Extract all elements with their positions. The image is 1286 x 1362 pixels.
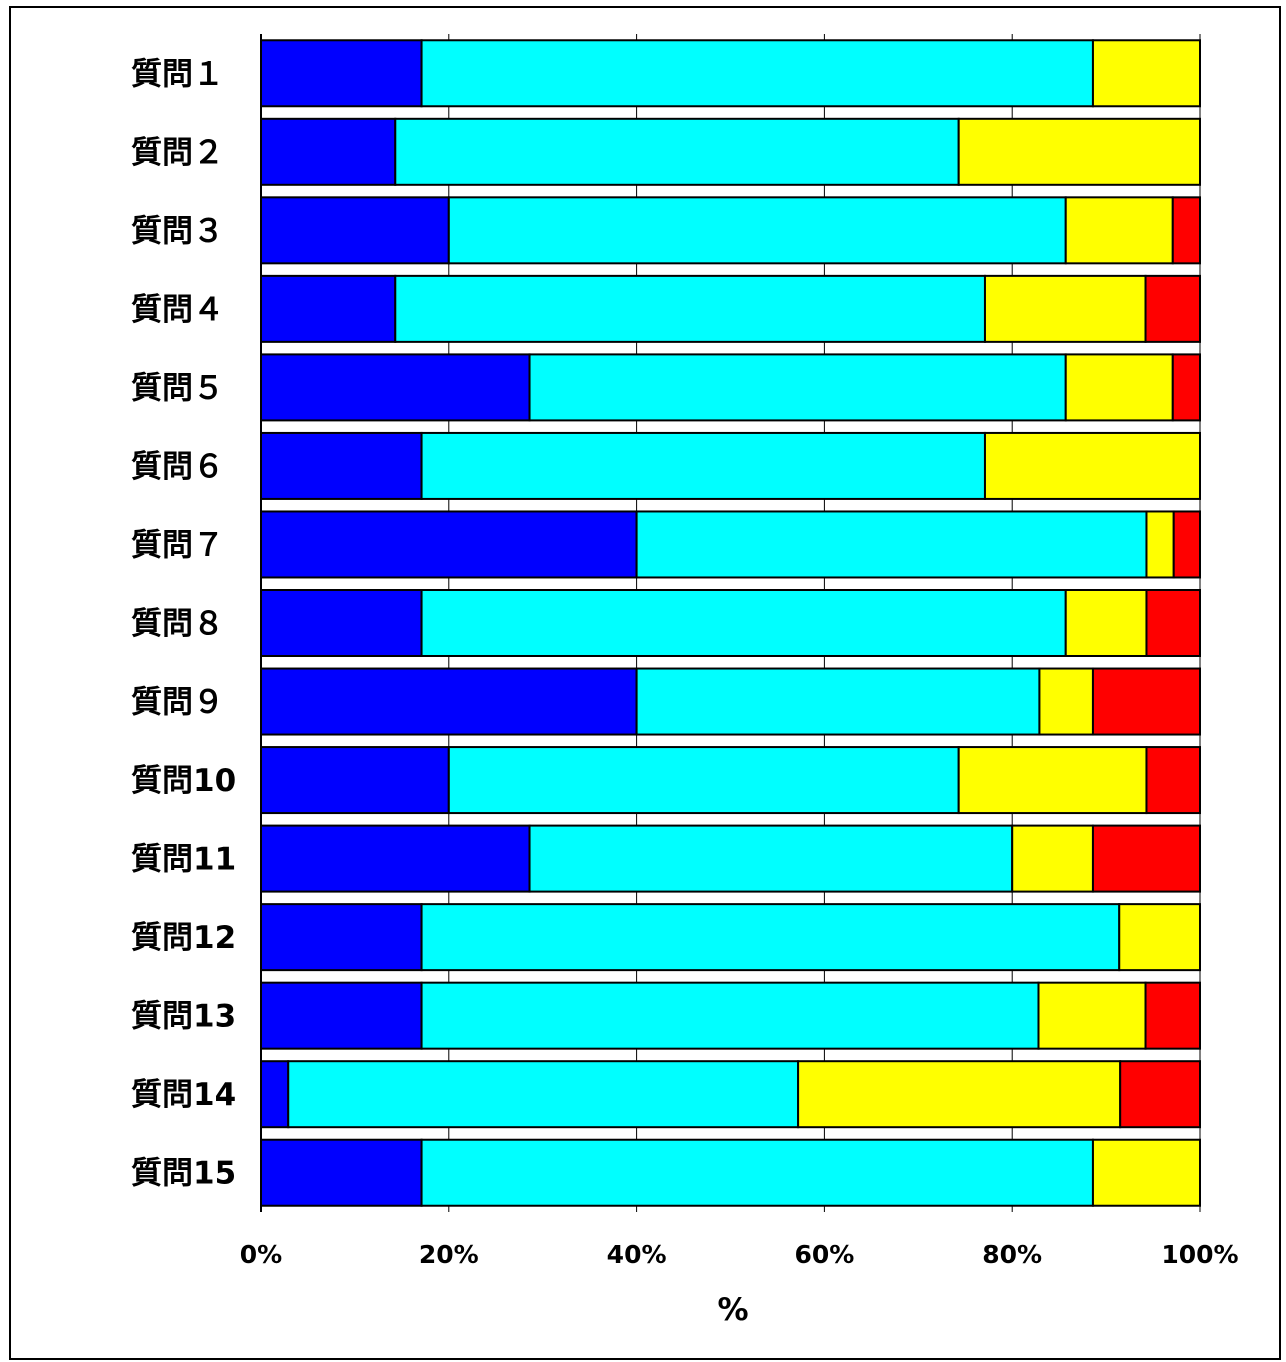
x-tick-label: 100%	[1161, 1240, 1238, 1269]
category-label: 質問６	[131, 449, 224, 485]
bar-segment-q5-s3	[1064, 353, 1174, 422]
bar-segment-q11-s2	[528, 824, 1014, 893]
category-label: 質問４	[131, 292, 224, 328]
bar-segment-q3-s4	[1171, 196, 1202, 265]
bar-segment-q15-s1	[260, 1138, 423, 1207]
bar-segment-q11-s4	[1091, 824, 1201, 893]
bar-segment-q12-s1	[260, 903, 423, 972]
category-label: 質問７	[131, 527, 224, 563]
bar-segment-q15-s3	[1091, 1138, 1201, 1207]
category-label: 質問12	[131, 920, 236, 956]
category-label: 質問３	[131, 213, 224, 249]
bar-segment-q14-s4	[1119, 1060, 1202, 1129]
category-label: 質問２	[131, 135, 224, 171]
bar-segment-q8-s2	[420, 589, 1067, 657]
bar-segment-q4-s1	[260, 274, 397, 343]
bar-segment-q2-s3	[957, 117, 1201, 186]
bar-segment-q10-s2	[447, 746, 960, 815]
bar-segment-q10-s4	[1145, 746, 1202, 815]
bar-segment-q11-s3	[1011, 824, 1094, 893]
bar-segment-q9-s2	[635, 667, 1041, 736]
x-tick-label: 60%	[794, 1240, 854, 1269]
x-tick-label: 20%	[419, 1240, 479, 1269]
bar-segment-q9-s1	[260, 667, 638, 736]
bar-segment-q13-s4	[1144, 981, 1201, 1050]
bar-segment-q7-s1	[260, 510, 638, 579]
bar-segment-q5-s2	[528, 353, 1067, 422]
x-axis-title: %	[717, 1292, 748, 1328]
bar-segment-q12-s3	[1118, 903, 1201, 972]
bar-segment-q1-s1	[260, 39, 423, 108]
bar-segment-q6-s3	[983, 431, 1201, 500]
bar-segment-q3-s1	[260, 196, 450, 265]
bar-segment-q10-s3	[957, 746, 1148, 815]
bar-segment-q13-s1	[260, 981, 423, 1050]
bar-segment-q10-s1	[260, 746, 450, 815]
bar-segment-q15-s2	[420, 1138, 1094, 1207]
bar-segment-q4-s3	[983, 274, 1147, 343]
bar-segment-q11-s1	[260, 824, 531, 893]
x-tick-labels: 0% 20% 40% 60% 80% 100%	[240, 1240, 1239, 1269]
category-label: 質問９	[131, 685, 224, 721]
bar-segment-q7-s4	[1172, 510, 1202, 579]
bar-segment-q1-s2	[420, 39, 1094, 108]
bar-segment-q9-s3	[1038, 667, 1094, 736]
category-label: 質問15	[131, 1156, 236, 1192]
bar-segment-q7-s2	[635, 510, 1148, 579]
category-labels: 質問１ 質問２ 質問３ 質問４ 質問５ 質問６ 質問７ 質問８ 質問９ 質問10 質問11 質問12 質…	[131, 56, 236, 1191]
bar-segment-q13-s2	[420, 981, 1040, 1050]
bar-segment-q7-s3	[1145, 510, 1175, 579]
category-label: 質問10	[131, 763, 236, 799]
bar-segment-q12-s2	[420, 903, 1121, 972]
category-label: 質問８	[131, 606, 224, 642]
bar-segment-q4-s2	[394, 274, 986, 343]
category-label: 質問１	[131, 56, 224, 92]
bar-segment-q8-s4	[1145, 589, 1202, 657]
bar-segment-q14-s3	[797, 1060, 1122, 1129]
bar-segment-q14-s1	[260, 1060, 290, 1129]
bar-segment-q6-s1	[260, 431, 423, 500]
bar-segment-q3-s3	[1064, 196, 1174, 265]
bar-segment-q5-s1	[260, 353, 531, 422]
x-tick-label: 80%	[982, 1240, 1042, 1269]
bar-segment-q5-s4	[1171, 353, 1202, 422]
chart-frame	[9, 6, 1281, 1360]
category-label: 質問14	[131, 1077, 236, 1113]
bar-segment-q8-s3	[1064, 589, 1148, 657]
bar-segment-q14-s2	[287, 1060, 800, 1129]
bar-segment-q4-s4	[1144, 274, 1201, 343]
x-tick-label: 40%	[607, 1240, 667, 1269]
bar-segment-q3-s2	[447, 196, 1067, 265]
bar-segment-q9-s4	[1091, 667, 1201, 736]
bar-segment-q2-s2	[394, 117, 960, 186]
category-label: 質問５	[131, 370, 224, 406]
category-label: 質問13	[131, 999, 236, 1035]
category-label: 質問11	[131, 842, 236, 878]
bars	[260, 39, 1202, 1207]
bar-segment-q13-s3	[1037, 981, 1147, 1050]
bar-segment-q1-s3	[1091, 39, 1201, 108]
bar-segment-q2-s1	[260, 117, 397, 186]
bar-segment-q6-s2	[420, 431, 986, 500]
x-tick-label: 0%	[240, 1240, 282, 1269]
bar-segment-q8-s1	[260, 589, 423, 657]
